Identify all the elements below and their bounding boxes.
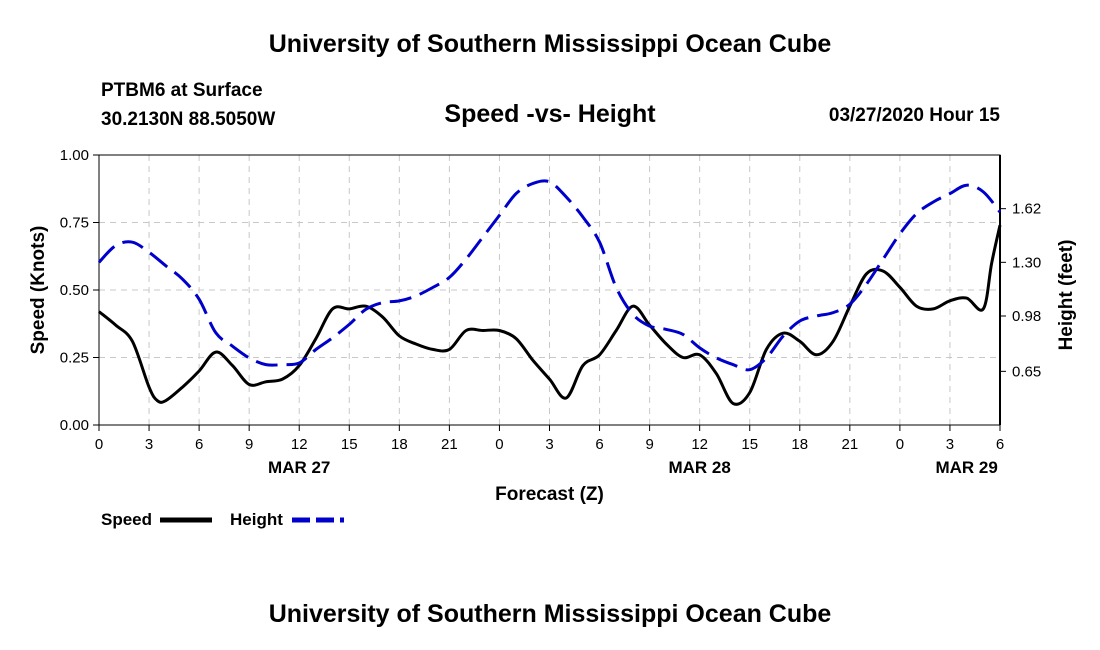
legend-height-label: Height xyxy=(230,510,283,529)
x-tick-label: 6 xyxy=(195,436,203,453)
y-tick-label: 0.00 xyxy=(60,417,89,434)
x-tick-label: 21 xyxy=(841,436,858,453)
date-label: MAR 29 xyxy=(935,458,997,477)
y2-tick-label: 0.65 xyxy=(1012,363,1041,380)
x-tick-label: 0 xyxy=(95,436,103,453)
date-label: MAR 27 xyxy=(268,458,330,477)
y-tick-label: 0.75 xyxy=(60,215,89,232)
x-axis-label: Forecast (Z) xyxy=(495,484,604,505)
page-title: University of Southern Mississippi Ocean… xyxy=(268,30,832,58)
x-tick-label: 6 xyxy=(996,436,1004,453)
y-tick-label: 0.50 xyxy=(60,282,89,299)
x-tick-label: 0 xyxy=(896,436,904,453)
x-tick-label: 15 xyxy=(341,436,358,453)
x-tick-label: 6 xyxy=(595,436,603,453)
y2-axis-label: Height (feet) xyxy=(1056,240,1077,351)
height-series-line xyxy=(97,179,1002,372)
x-tick-label: 18 xyxy=(391,436,408,453)
x-tick-label: 15 xyxy=(741,436,758,453)
chart-title: Speed -vs- Height xyxy=(444,100,656,128)
x-tick-label: 18 xyxy=(791,436,808,453)
station-name: PTBM6 at Surface xyxy=(101,80,263,101)
x-tick-label: 9 xyxy=(645,436,653,453)
legend: Speed Height xyxy=(101,510,344,529)
y-axis-label: Speed (Knots) xyxy=(28,226,49,355)
forecast-datetime: 03/27/2020 Hour 15 xyxy=(828,105,1000,126)
station-info: PTBM6 at Surface 30.2130N 88.5050W xyxy=(101,76,275,134)
y-tick-label: 1.00 xyxy=(60,147,89,164)
speed-series-line xyxy=(98,224,1002,406)
x-tick-label: 12 xyxy=(691,436,708,453)
date-label: MAR 28 xyxy=(668,458,730,477)
x-tick-label: 3 xyxy=(946,436,954,453)
y2-tick-label: 0.98 xyxy=(1012,308,1041,325)
footer-title: University of Southern Mississippi Ocean… xyxy=(268,600,832,628)
x-tick-label: 12 xyxy=(291,436,308,453)
y2-tick-label: 1.62 xyxy=(1012,201,1041,218)
x-tick-label: 9 xyxy=(245,436,253,453)
x-tick-label: 3 xyxy=(545,436,553,453)
grid-lines xyxy=(99,155,1000,425)
y2-tick-label: 1.30 xyxy=(1012,254,1041,271)
station-coords: 30.2130N 88.5050W xyxy=(101,109,276,130)
series-group xyxy=(97,179,1002,406)
legend-speed-label: Speed xyxy=(101,510,152,529)
y-tick-label: 0.25 xyxy=(60,350,89,367)
x-tick-label: 21 xyxy=(441,436,458,453)
x-tick-label: 0 xyxy=(495,436,503,453)
axes: 0 3 6 9 12 15 18 21 0 3 6 9 12 15 18 21 0 3 6 MAR 27 MAR 28 M… xyxy=(60,147,1041,477)
x-tick-label: 3 xyxy=(145,436,153,453)
